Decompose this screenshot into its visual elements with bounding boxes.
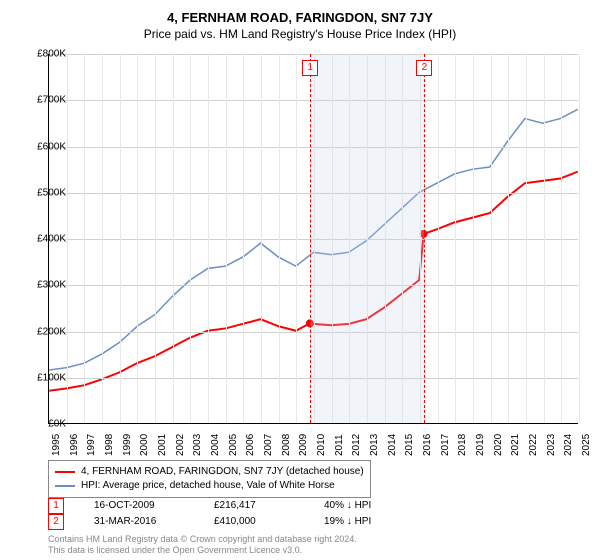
gridline-v (243, 54, 244, 423)
x-tick-label: 2015 (404, 434, 415, 456)
gridline-v (102, 54, 103, 423)
legend-label: 4, FERNHAM ROAD, FARINGDON, SN7 7JY (det… (81, 465, 364, 479)
y-tick-label: £200K (26, 326, 66, 337)
gridline-v (491, 54, 492, 423)
x-tick-label: 2009 (298, 434, 309, 456)
x-tick-label: 2002 (175, 434, 186, 456)
transaction-date: 16-OCT-2009 (94, 498, 184, 514)
x-tick-label: 1995 (51, 434, 62, 456)
x-tick-label: 2022 (528, 434, 539, 456)
shaded-region (310, 54, 424, 423)
x-tick-label: 2003 (192, 434, 203, 456)
chart-title: 4, FERNHAM ROAD, FARINGDON, SN7 7JY (0, 0, 600, 25)
transaction-table: 1 16-OCT-2009 £216,417 40% ↓ HPI 2 31-MAR-201… (48, 498, 371, 530)
gridline-v (279, 54, 280, 423)
x-tick-label: 2020 (493, 434, 504, 456)
legend-swatch (55, 485, 75, 487)
legend-swatch (55, 471, 75, 473)
event-label: 2 (416, 60, 432, 76)
gridline-v (561, 54, 562, 423)
transaction-row: 1 16-OCT-2009 £216,417 40% ↓ HPI (48, 498, 371, 514)
gridline-v (67, 54, 68, 423)
gridline-v (579, 54, 580, 423)
x-tick-label: 2018 (457, 434, 468, 456)
y-tick-label: £300K (26, 280, 66, 291)
transaction-delta: 19% ↓ HPI (324, 514, 371, 530)
x-tick-label: 2008 (281, 434, 292, 456)
gridline-v (120, 54, 121, 423)
transaction-date: 31-MAR-2016 (94, 514, 184, 530)
plot-area: 12 (48, 54, 578, 424)
footer-attribution: Contains HM Land Registry data © Crown c… (48, 534, 357, 556)
x-tick-label: 2024 (563, 434, 574, 456)
gridline-v (508, 54, 509, 423)
gridline-v (208, 54, 209, 423)
x-tick-label: 2025 (581, 434, 592, 456)
x-tick-label: 2013 (369, 434, 380, 456)
y-tick-label: £400K (26, 234, 66, 245)
gridline-v (544, 54, 545, 423)
legend-item: 4, FERNHAM ROAD, FARINGDON, SN7 7JY (det… (55, 465, 364, 479)
footer-line2: This data is licensed under the Open Gov… (48, 545, 357, 556)
transaction-delta: 40% ↓ HPI (324, 498, 371, 514)
x-tick-label: 2000 (139, 434, 150, 456)
x-tick-label: 2011 (334, 434, 345, 456)
x-tick-label: 2005 (228, 434, 239, 456)
gridline-v (438, 54, 439, 423)
gridline-v (190, 54, 191, 423)
transaction-row: 2 31-MAR-2016 £410,000 19% ↓ HPI (48, 514, 371, 530)
gridline-v (84, 54, 85, 423)
x-tick-label: 2004 (210, 434, 221, 456)
event-label: 1 (302, 60, 318, 76)
x-tick-label: 2016 (422, 434, 433, 456)
x-tick-label: 2010 (316, 434, 327, 456)
transaction-num: 2 (48, 514, 64, 530)
gridline-v (173, 54, 174, 423)
x-tick-label: 1997 (86, 434, 97, 456)
x-tick-label: 2017 (440, 434, 451, 456)
gridline-v (137, 54, 138, 423)
y-tick-label: £0K (26, 419, 66, 430)
legend-item: HPI: Average price, detached house, Vale… (55, 479, 364, 493)
legend-box: 4, FERNHAM ROAD, FARINGDON, SN7 7JY (det… (48, 460, 371, 498)
x-tick-label: 2023 (546, 434, 557, 456)
event-line (310, 54, 311, 423)
x-tick-label: 1999 (122, 434, 133, 456)
x-tick-label: 2007 (263, 434, 274, 456)
x-tick-label: 2014 (387, 434, 398, 456)
x-tick-label: 1996 (69, 434, 80, 456)
transaction-price: £216,417 (214, 498, 294, 514)
x-tick-label: 2001 (157, 434, 168, 456)
transaction-num: 1 (48, 498, 64, 514)
y-tick-label: £600K (26, 141, 66, 152)
y-tick-label: £100K (26, 372, 66, 383)
x-tick-label: 2021 (510, 434, 521, 456)
chart-container: { "title": "4, FERNHAM ROAD, FARINGDON, … (0, 0, 600, 560)
y-tick-label: £800K (26, 49, 66, 60)
gridline-v (226, 54, 227, 423)
y-tick-label: £500K (26, 187, 66, 198)
x-tick-label: 1998 (104, 434, 115, 456)
gridline-v (296, 54, 297, 423)
y-tick-label: £700K (26, 95, 66, 106)
gridline-v (455, 54, 456, 423)
event-line (424, 54, 425, 423)
x-tick-label: 2006 (245, 434, 256, 456)
footer-line1: Contains HM Land Registry data © Crown c… (48, 534, 357, 545)
transaction-price: £410,000 (214, 514, 294, 530)
gridline-v (526, 54, 527, 423)
x-tick-label: 2012 (351, 434, 362, 456)
legend-label: HPI: Average price, detached house, Vale… (81, 479, 335, 493)
gridline-v (261, 54, 262, 423)
x-tick-label: 2019 (475, 434, 486, 456)
gridline-v (155, 54, 156, 423)
chart-subtitle: Price paid vs. HM Land Registry's House … (0, 25, 600, 47)
gridline-v (473, 54, 474, 423)
